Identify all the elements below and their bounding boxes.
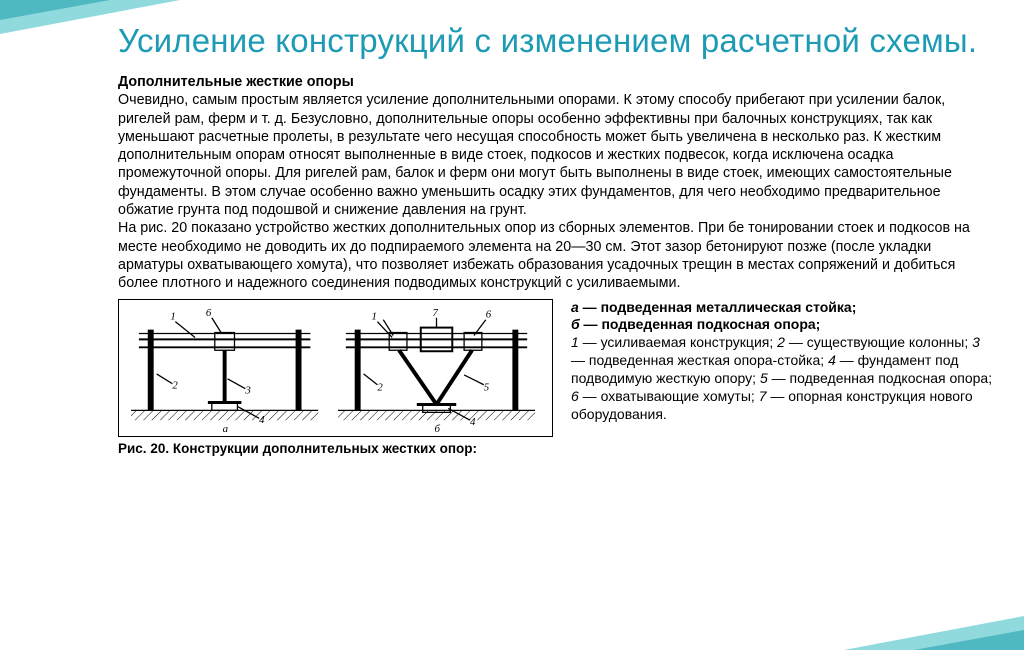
figure-20: 1 2 3 4 6 а [118, 299, 553, 437]
figure-column: 1 2 3 4 6 а [118, 299, 553, 456]
svg-text:2: 2 [172, 379, 178, 391]
svg-text:4: 4 [470, 416, 476, 428]
subheading: Дополнительные жесткие опоры [118, 74, 354, 90]
legend-1: усиливаемая конструкция; [601, 334, 774, 350]
svg-text:6: 6 [206, 306, 212, 318]
lower-row: 1 2 3 4 6 а [118, 299, 996, 456]
paragraph-1: Очевидно, самым простым является усилени… [118, 92, 952, 218]
svg-text:3: 3 [244, 384, 251, 396]
svg-text:а: а [223, 423, 228, 435]
legend-b: подведенная подкосная опора; [601, 316, 820, 332]
slide-title: Усиление конструкций с изменением расчет… [118, 22, 996, 61]
paragraph-2: На рис. 20 показано устройство жестких д… [118, 220, 970, 291]
legend-5: подведенная подкосная опора; [790, 370, 993, 386]
figure-legend: а — подведенная металлическая стойка; б … [571, 299, 996, 424]
legend-3: подведенная жесткая опора-стойка; [589, 352, 824, 368]
svg-text:4: 4 [259, 414, 265, 426]
slide-content: Усиление конструкций с изменением расчет… [0, 22, 1024, 650]
figure-svg: 1 2 3 4 6 а [119, 300, 552, 436]
figure-caption: Рис. 20. Конструкции дополнительных жест… [118, 441, 553, 456]
svg-text:б: б [435, 423, 441, 435]
svg-text:1: 1 [170, 310, 175, 322]
svg-text:2: 2 [377, 381, 383, 393]
legend-2: существующие колонны; [807, 334, 969, 350]
decor-triangle-tl-dark [0, 0, 110, 20]
svg-text:1: 1 [371, 310, 376, 322]
svg-text:5: 5 [484, 381, 490, 393]
legend-a: подведенная металлическая стойка; [601, 299, 857, 315]
svg-text:7: 7 [433, 306, 439, 318]
svg-text:6: 6 [486, 308, 492, 320]
body-text: Дополнительные жесткие опоры Очевидно, с… [118, 73, 996, 293]
legend-6: охватывающие хомуты; [601, 388, 755, 404]
